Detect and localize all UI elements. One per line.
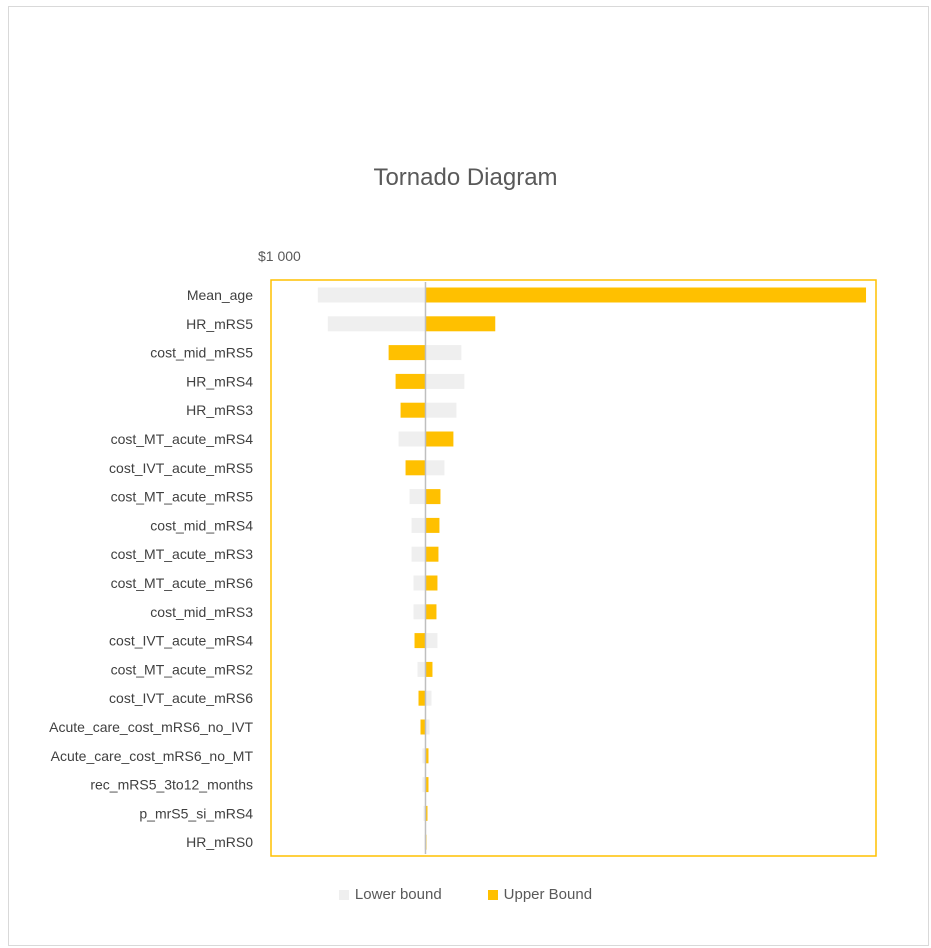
bar-upper-Mean_age bbox=[425, 287, 867, 303]
base-value-label: $1 000 bbox=[258, 248, 301, 264]
category-label: cost_mid_mRS5 bbox=[150, 345, 253, 361]
legend-label-upper: Upper Bound bbox=[503, 886, 593, 903]
bar-lower-cost_MT_acute_mRS5 bbox=[409, 489, 426, 505]
category-label: cost_MT_acute_mRS4 bbox=[111, 431, 254, 447]
bar-upper-cost_mid_mRS3 bbox=[425, 604, 437, 620]
category-label: Mean_age bbox=[187, 287, 253, 303]
bar-lower-cost_MT_acute_mRS4 bbox=[398, 431, 426, 447]
category-label: p_mrS5_si_mRS4 bbox=[139, 805, 253, 821]
bar-upper-cost_IVT_acute_mRS5 bbox=[405, 460, 426, 476]
bar-upper-cost_MT_acute_mRS5 bbox=[425, 489, 441, 505]
plot-area-border bbox=[270, 279, 877, 857]
category-label: Acute_care_cost_mRS6_no_MT bbox=[51, 748, 254, 764]
legend-item-lower: Lower bound bbox=[338, 886, 442, 903]
bar-lower-HR_mRS3 bbox=[425, 402, 457, 418]
bar-upper-Acute_care_cost_mRS6_no_IVT bbox=[420, 719, 426, 735]
bar-lower-cost_MT_acute_mRS6 bbox=[413, 575, 426, 591]
bar-lower-cost_mid_mRS3 bbox=[413, 604, 426, 620]
chart-frame bbox=[8, 6, 929, 946]
legend-swatch-upper bbox=[487, 889, 498, 900]
category-label: cost_MT_acute_mRS6 bbox=[111, 575, 254, 591]
bar-upper-cost_IVT_acute_mRS4 bbox=[414, 633, 426, 649]
category-label: cost_MT_acute_mRS5 bbox=[111, 489, 254, 505]
bar-lower-HR_mRS4 bbox=[425, 373, 465, 389]
bar-lower-cost_IVT_acute_mRS4 bbox=[425, 633, 438, 649]
category-label: HR_mRS3 bbox=[186, 402, 253, 418]
bar-upper-cost_mid_mRS5 bbox=[388, 345, 426, 361]
category-label: cost_IVT_acute_mRS6 bbox=[109, 690, 253, 706]
bar-lower-cost_IVT_acute_mRS6 bbox=[425, 690, 432, 706]
bar-lower-rec_mRS5_3to12_months bbox=[422, 777, 426, 793]
category-label: cost_MT_acute_mRS3 bbox=[111, 546, 254, 562]
bar-lower-cost_mid_mRS5 bbox=[425, 345, 462, 361]
bar-upper-p_mrS5_si_mRS4 bbox=[425, 805, 428, 821]
category-label: Acute_care_cost_mRS6_no_IVT bbox=[49, 719, 253, 735]
category-label: HR_mRS4 bbox=[186, 373, 253, 389]
category-label: cost_mid_mRS3 bbox=[150, 604, 253, 620]
bar-upper-HR_mRS3 bbox=[400, 402, 426, 418]
bar-lower-p_mrS5_si_mRS4 bbox=[423, 805, 426, 821]
bar-upper-HR_mRS5 bbox=[425, 316, 496, 332]
category-label: cost_mid_mRS4 bbox=[150, 517, 253, 533]
bar-lower-cost_MT_acute_mRS2 bbox=[417, 661, 426, 677]
category-label: HR_mRS0 bbox=[186, 834, 253, 850]
bar-lower-Acute_care_cost_mRS6_no_MT bbox=[422, 748, 426, 764]
legend-item-upper: Upper Bound bbox=[487, 886, 593, 903]
bar-upper-cost_MT_acute_mRS3 bbox=[425, 546, 439, 562]
legend-swatch-lower bbox=[338, 889, 349, 900]
bar-upper-cost_MT_acute_mRS2 bbox=[425, 661, 433, 677]
bar-upper-cost_IVT_acute_mRS6 bbox=[418, 690, 426, 706]
category-label: rec_mRS5_3to12_months bbox=[90, 777, 253, 793]
bar-upper-rec_mRS5_3to12_months bbox=[425, 777, 429, 793]
category-label: cost_IVT_acute_mRS5 bbox=[109, 460, 253, 476]
bar-lower-Acute_care_cost_mRS6_no_IVT bbox=[425, 719, 430, 735]
category-label: cost_MT_acute_mRS2 bbox=[111, 661, 254, 677]
bar-lower-HR_mRS5 bbox=[327, 316, 426, 332]
bar-upper-HR_mRS4 bbox=[395, 373, 426, 389]
bar-lower-cost_IVT_acute_mRS5 bbox=[425, 460, 445, 476]
chart-title: Tornado Diagram bbox=[373, 164, 558, 191]
category-label: cost_IVT_acute_mRS4 bbox=[109, 633, 253, 649]
bar-lower-Mean_age bbox=[317, 287, 426, 303]
bar-upper-cost_mid_mRS4 bbox=[425, 517, 440, 533]
bar-upper-cost_MT_acute_mRS6 bbox=[425, 575, 438, 591]
legend-label-lower: Lower bound bbox=[354, 886, 442, 903]
category-label: HR_mRS5 bbox=[186, 316, 253, 332]
bar-upper-cost_MT_acute_mRS4 bbox=[425, 431, 454, 447]
legend: Lower bound Upper Bound bbox=[0, 886, 931, 903]
bar-lower-cost_MT_acute_mRS3 bbox=[411, 546, 426, 562]
bar-upper-Acute_care_cost_mRS6_no_MT bbox=[425, 748, 429, 764]
bar-lower-cost_mid_mRS4 bbox=[411, 517, 426, 533]
